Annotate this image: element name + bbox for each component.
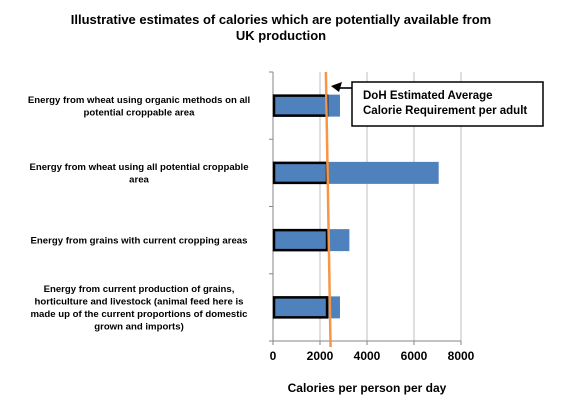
x-tick-label: 4000	[354, 349, 381, 363]
x-tick-label: 2000	[307, 349, 334, 363]
category-label: made up of the current proportions of do…	[31, 309, 249, 320]
annotation-label: Calorie Requirement per adult	[363, 105, 527, 117]
annotation-arrowhead	[331, 82, 342, 92]
reference-annotation: DoH Estimated Average Calorie Requirement…	[331, 81, 544, 127]
reference-line-group	[324, 71, 332, 348]
annotation-box	[351, 81, 544, 127]
chart-title-line: UK production	[236, 28, 326, 43]
bar-highlight	[272, 296, 329, 319]
bar-highlight	[272, 228, 329, 252]
category-label: potential croppable area	[84, 107, 196, 118]
category-label: Energy from current production of grains…	[44, 284, 235, 295]
bars	[272, 94, 439, 319]
tick-labels: 0 2000 4000 6000 8000	[270, 349, 475, 363]
bar-highlight	[272, 161, 329, 185]
bar-highlight	[272, 94, 329, 117]
category-label: Energy from grains with current cropping…	[31, 236, 248, 247]
chart-title: Illustrative estimates of calories which…	[71, 12, 492, 43]
x-tick-label: 8000	[448, 349, 475, 363]
reference-line	[324, 71, 332, 348]
x-tick-label: 0	[270, 349, 277, 363]
annotation-label: DoH Estimated Average	[363, 90, 493, 102]
category-labels: Energy from wheat using organic methods …	[28, 95, 250, 333]
category-label: Energy from wheat using all potential cr…	[29, 162, 248, 173]
category-label: Energy from wheat using organic methods …	[28, 95, 250, 106]
category-label: grown and imports)	[94, 322, 184, 333]
category-label: horticulture and livestock (animal feed …	[35, 297, 244, 308]
category-label: area	[129, 175, 149, 186]
x-axis-label: Calories per person per day	[288, 381, 447, 395]
chart-title-line: Illustrative estimates of calories which…	[71, 12, 492, 27]
x-tick-label: 6000	[401, 349, 428, 363]
